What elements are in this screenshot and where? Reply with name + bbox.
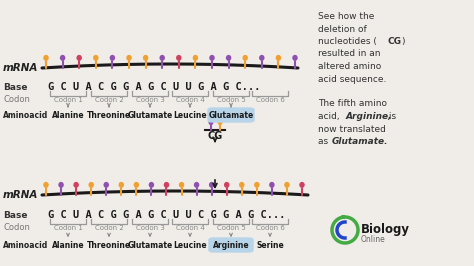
Text: now translated: now translated — [318, 124, 386, 134]
Ellipse shape — [43, 55, 49, 61]
Text: G C U A C G G A G C U U C G G A G C...: G C U A C G G A G C U U C G G A G C... — [48, 210, 285, 220]
Ellipse shape — [73, 182, 79, 188]
Ellipse shape — [292, 55, 298, 61]
Text: acid,: acid, — [318, 112, 343, 121]
Ellipse shape — [209, 55, 215, 61]
Ellipse shape — [176, 55, 182, 61]
Text: Aminoacid: Aminoacid — [3, 110, 48, 119]
Ellipse shape — [159, 55, 165, 61]
Text: CG: CG — [207, 131, 223, 141]
Text: Alanine: Alanine — [52, 240, 84, 250]
Text: Codon 6: Codon 6 — [255, 97, 284, 103]
Ellipse shape — [259, 55, 264, 61]
Text: Codon: Codon — [3, 95, 30, 105]
Ellipse shape — [209, 120, 213, 125]
Text: Base: Base — [3, 82, 27, 92]
Ellipse shape — [226, 55, 231, 61]
Text: Codon 3: Codon 3 — [136, 97, 164, 103]
Ellipse shape — [149, 182, 154, 188]
Ellipse shape — [218, 120, 222, 125]
Text: is: is — [386, 112, 396, 121]
Text: Codon 4: Codon 4 — [176, 225, 204, 231]
Ellipse shape — [209, 182, 214, 188]
Ellipse shape — [126, 55, 132, 61]
Text: Biology: Biology — [361, 223, 410, 236]
Ellipse shape — [43, 182, 49, 188]
Ellipse shape — [284, 182, 290, 188]
Ellipse shape — [103, 182, 109, 188]
Ellipse shape — [89, 182, 94, 188]
Ellipse shape — [118, 182, 124, 188]
Ellipse shape — [239, 182, 245, 188]
Text: Arginine: Arginine — [213, 240, 249, 250]
Text: Codon: Codon — [3, 223, 30, 232]
FancyBboxPatch shape — [207, 107, 255, 123]
Text: Glutamate.: Glutamate. — [332, 137, 389, 146]
Ellipse shape — [242, 55, 248, 61]
Text: altered amino: altered amino — [318, 62, 381, 71]
Ellipse shape — [194, 182, 200, 188]
Text: mRNA: mRNA — [3, 63, 38, 73]
Text: Online: Online — [361, 235, 386, 244]
Text: Codon 1: Codon 1 — [54, 225, 82, 231]
Text: Serine: Serine — [256, 240, 284, 250]
Text: Codon 3: Codon 3 — [136, 225, 164, 231]
Text: Codon 4: Codon 4 — [176, 97, 204, 103]
Text: Glutamate: Glutamate — [128, 240, 173, 250]
Text: Alanine: Alanine — [52, 110, 84, 119]
Text: Glutamate: Glutamate — [128, 110, 173, 119]
Text: Glutamate: Glutamate — [209, 110, 254, 119]
Ellipse shape — [276, 55, 281, 61]
Ellipse shape — [76, 55, 82, 61]
Ellipse shape — [93, 55, 99, 61]
Text: mRNA: mRNA — [3, 190, 38, 200]
Text: Leucine: Leucine — [173, 240, 207, 250]
Ellipse shape — [269, 182, 274, 188]
Text: nucleotides (: nucleotides ( — [318, 37, 377, 46]
Ellipse shape — [254, 182, 260, 188]
Ellipse shape — [109, 55, 115, 61]
Text: Codon 1: Codon 1 — [54, 97, 82, 103]
Ellipse shape — [164, 182, 169, 188]
Text: deletion of: deletion of — [318, 24, 367, 34]
Ellipse shape — [143, 55, 148, 61]
Text: ): ) — [401, 37, 404, 46]
Text: See how the: See how the — [318, 12, 374, 21]
Text: resulted in an: resulted in an — [318, 49, 381, 59]
Text: as: as — [318, 137, 331, 146]
Text: Aminoacid: Aminoacid — [3, 240, 48, 250]
Text: Codon 2: Codon 2 — [95, 225, 123, 231]
Ellipse shape — [58, 182, 64, 188]
Text: Codon 5: Codon 5 — [217, 97, 246, 103]
Text: G C U A C G G A G C U U G A G C...: G C U A C G G A G C U U G A G C... — [48, 82, 261, 92]
Ellipse shape — [134, 182, 139, 188]
Text: The fifth amino: The fifth amino — [318, 99, 387, 109]
Text: Arginine,: Arginine, — [346, 112, 392, 121]
Ellipse shape — [60, 55, 65, 61]
Text: Leucine: Leucine — [173, 110, 207, 119]
Text: Threonine: Threonine — [87, 240, 131, 250]
Text: Codon 6: Codon 6 — [255, 225, 284, 231]
Text: Codon 5: Codon 5 — [217, 225, 246, 231]
Text: Base: Base — [3, 210, 27, 219]
Text: CG: CG — [388, 37, 402, 46]
Ellipse shape — [224, 182, 229, 188]
Text: Codon 2: Codon 2 — [95, 97, 123, 103]
Ellipse shape — [179, 182, 184, 188]
Text: Threonine: Threonine — [87, 110, 131, 119]
Ellipse shape — [192, 55, 198, 61]
Text: acid sequence.: acid sequence. — [318, 74, 386, 84]
Ellipse shape — [299, 182, 305, 188]
FancyBboxPatch shape — [208, 237, 254, 253]
